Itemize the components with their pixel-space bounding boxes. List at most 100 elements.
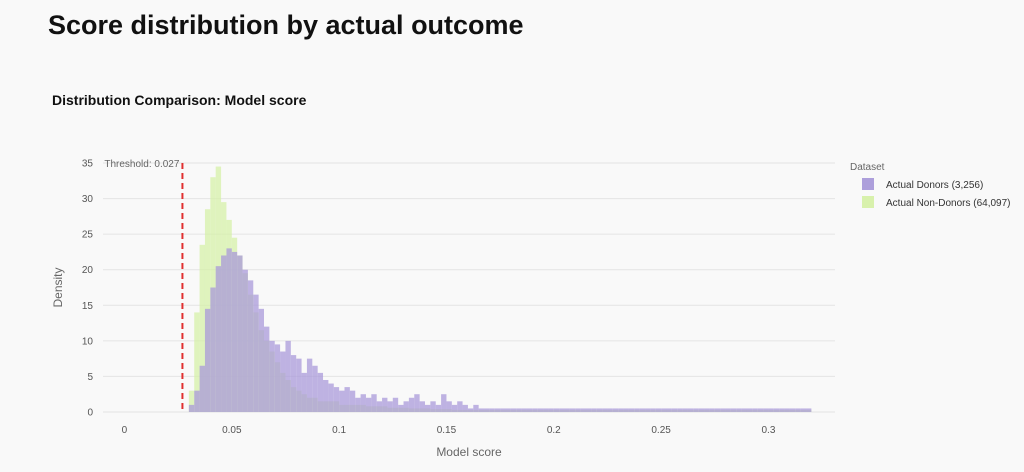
histogram-bar — [349, 390, 356, 412]
histogram-bar — [317, 372, 324, 412]
legend-swatch[interactable] — [862, 196, 874, 208]
histogram-bar — [580, 408, 586, 412]
histogram-bar — [553, 408, 560, 412]
threshold-marker: Threshold: 0.027 — [104, 159, 184, 412]
histogram-bar — [274, 344, 281, 412]
histogram-bar — [500, 408, 506, 412]
chart-title: Distribution Comparison: Model score — [52, 92, 307, 108]
histogram-bar — [290, 355, 297, 412]
histogram-bar — [387, 401, 393, 412]
histogram-bar — [215, 266, 222, 412]
histogram-bar — [612, 408, 619, 412]
histogram-bar — [623, 408, 629, 412]
x-tick-label: 0.15 — [437, 425, 457, 436]
x-tick-label: 0.3 — [762, 425, 776, 436]
histogram-bar — [585, 408, 592, 412]
histogram-bar — [188, 390, 195, 412]
legend-swatch[interactable] — [862, 178, 874, 190]
y-tick-label: 5 — [87, 372, 93, 383]
histogram-bar — [789, 408, 796, 412]
histogram-bar — [446, 401, 452, 412]
y-tick-label: 20 — [82, 265, 94, 276]
histogram-bar — [741, 408, 747, 412]
page-title: Score distribution by actual outcome — [48, 10, 524, 40]
histogram-bar — [752, 408, 758, 412]
histogram-bar — [709, 408, 715, 412]
histogram-bar — [285, 340, 291, 412]
histogram-bar — [231, 251, 238, 412]
histogram-bar — [639, 408, 646, 412]
histogram-bar — [537, 408, 544, 412]
legend-item-label[interactable]: Actual Non-Donors (64,097) — [886, 198, 1011, 209]
histogram-bar — [360, 394, 366, 412]
histogram-bar — [575, 408, 581, 412]
histogram-bar — [221, 255, 227, 412]
histogram-bars — [188, 166, 812, 412]
histogram-bar — [478, 408, 485, 412]
histogram-bar — [682, 408, 688, 412]
histogram-bar — [773, 408, 780, 412]
histogram-bar — [779, 408, 785, 412]
histogram-bar — [757, 408, 764, 412]
histogram-bar — [634, 408, 640, 412]
histogram-bar — [763, 408, 769, 412]
histogram-bar — [462, 404, 468, 412]
histogram-bar — [725, 408, 731, 412]
histogram-bar — [253, 294, 259, 412]
histogram-bar — [344, 387, 350, 412]
histogram-bar — [371, 394, 377, 412]
histogram-bar — [194, 312, 200, 412]
histogram-bar — [795, 408, 801, 412]
histogram-bar — [312, 365, 318, 412]
y-tick-label: 25 — [82, 230, 94, 241]
x-tick-label: 0.05 — [222, 425, 242, 436]
histogram-bar — [376, 401, 383, 412]
histogram-bar — [199, 365, 205, 412]
histogram-bar — [693, 408, 699, 412]
histogram-bar — [403, 401, 409, 412]
histogram-bar — [242, 269, 248, 412]
axes: 0 5 10 15 20 25 30 35 0 0.05 0.1 0.15 0.2 0.25 0.3 Mode… — [51, 159, 776, 460]
histogram-bar — [666, 408, 672, 412]
histogram-bar — [687, 408, 694, 412]
histogram-bar — [280, 351, 286, 412]
histogram-bar — [645, 408, 651, 412]
histogram-bar — [382, 397, 388, 412]
y-tick-label: 15 — [82, 301, 94, 312]
y-tick-label: 10 — [82, 336, 94, 347]
histogram-bar — [521, 408, 527, 412]
histogram-bar — [677, 408, 683, 412]
histogram-bar — [618, 408, 624, 412]
histogram-bar — [730, 408, 737, 412]
histogram-bar — [526, 408, 533, 412]
histogram-bar — [720, 408, 726, 412]
histogram-bar — [424, 404, 431, 412]
histogram-bar — [194, 390, 200, 412]
legend-item-label[interactable]: Actual Donors (3,256) — [886, 180, 983, 191]
histogram-bar — [457, 401, 463, 412]
histogram-bar — [204, 308, 211, 412]
histogram-bar — [473, 404, 479, 412]
histogram-bar — [806, 408, 812, 412]
y-tick-label: 0 — [87, 408, 93, 419]
histogram-bar — [532, 408, 538, 412]
legend-title: Dataset — [850, 162, 885, 173]
histogram-bar — [564, 408, 570, 412]
y-axis-title: Density — [51, 267, 65, 307]
histogram-bar — [510, 408, 517, 412]
histogram-bar — [323, 379, 329, 412]
histogram-bar — [247, 280, 254, 412]
histogram-bar — [263, 326, 270, 412]
histogram-bar — [655, 408, 662, 412]
histogram-bar — [392, 397, 399, 412]
histogram-bar — [328, 383, 334, 412]
x-axis-title: Model score — [436, 445, 502, 459]
histogram-bar — [714, 408, 721, 412]
y-tick-label: 35 — [82, 159, 94, 170]
histogram-bar — [650, 408, 656, 412]
histogram-bar — [296, 358, 302, 412]
histogram-bar — [768, 408, 774, 412]
histogram-bar — [419, 401, 425, 412]
x-tick-label: 0.1 — [332, 425, 346, 436]
